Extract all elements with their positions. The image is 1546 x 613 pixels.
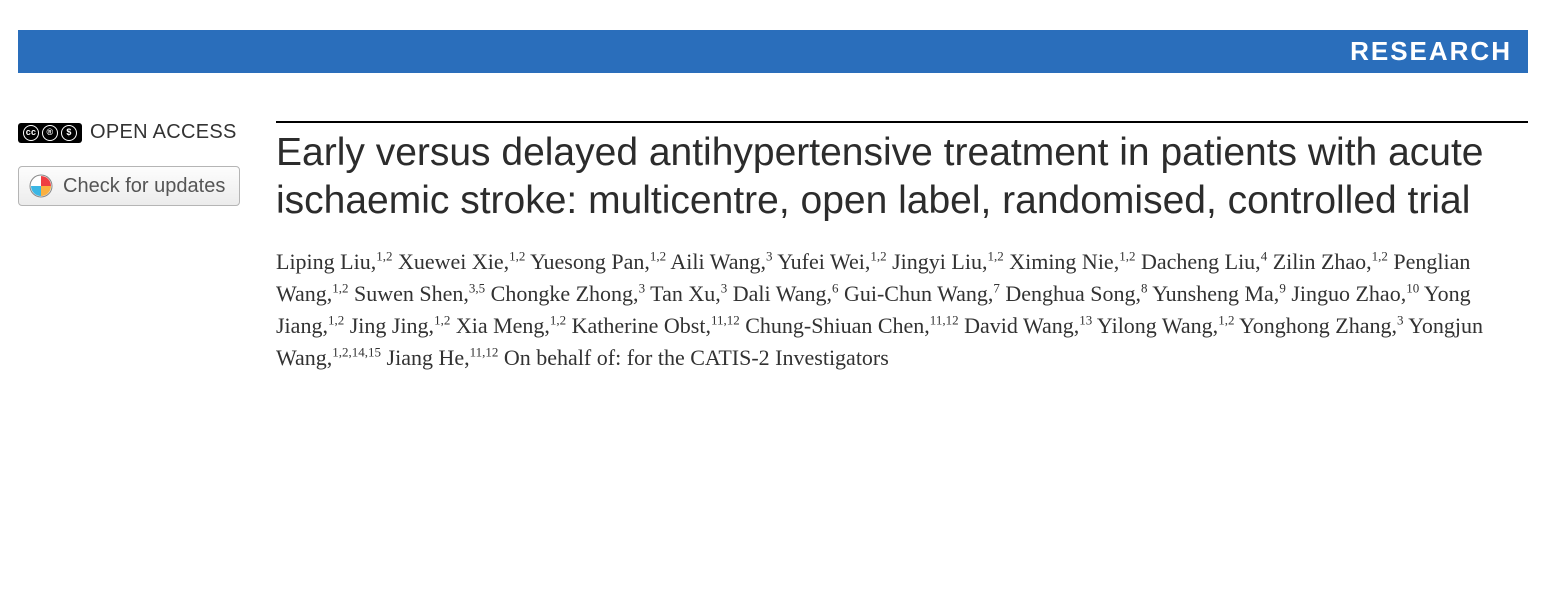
author-affiliation: 6 <box>832 281 839 296</box>
open-access-label: OPEN ACCESS <box>90 121 237 144</box>
author-name: Yilong Wang, <box>1097 313 1218 338</box>
author-name: Denghua Song, <box>1005 281 1141 306</box>
author-affiliation: 11,12 <box>930 313 959 328</box>
author-affiliation: 1,2 <box>328 313 344 328</box>
content-row: cc®$ OPEN ACCESS Check for updates Early… <box>18 121 1528 374</box>
author-name: Yonghong Zhang, <box>1239 313 1397 338</box>
author-affiliation: 3 <box>639 281 646 296</box>
author-affiliation: 7 <box>993 281 1000 296</box>
author-affiliation: 13 <box>1079 313 1092 328</box>
author-name: Jiang He, <box>387 345 470 370</box>
author-name: David Wang, <box>964 313 1079 338</box>
author-name: Chongke Zhong, <box>491 281 639 306</box>
author-affiliation: 1,2 <box>650 249 666 264</box>
author-affiliation: 3,5 <box>469 281 485 296</box>
author-name: Yuesong Pan, <box>530 249 650 274</box>
author-name: Yufei Wei, <box>777 249 870 274</box>
author-name: Suwen Shen, <box>354 281 469 306</box>
on-behalf-text: On behalf of: for the CATIS-2 Investigat… <box>504 345 889 370</box>
author-affiliation: 11,12 <box>470 345 499 360</box>
author-name: Xia Meng, <box>456 313 550 338</box>
author-affiliation: 1,2 <box>509 249 525 264</box>
author-name: Gui-Chun Wang, <box>844 281 993 306</box>
author-name: Chung-Shiuan Chen, <box>745 313 930 338</box>
author-affiliation: 9 <box>1279 281 1286 296</box>
author-name: Katherine Obst, <box>572 313 711 338</box>
article-header: Early versus delayed antihypertensive tr… <box>276 121 1528 374</box>
author-name: Aili Wang, <box>670 249 766 274</box>
author-affiliation: 1,2 <box>1218 313 1234 328</box>
author-name: Dali Wang, <box>733 281 832 306</box>
author-affiliation: 1,2 <box>1119 249 1135 264</box>
author-list: Liping Liu,1,2 Xuewei Xie,1,2 Yuesong Pa… <box>276 246 1528 374</box>
open-access-badge: cc®$ OPEN ACCESS <box>18 121 252 144</box>
author-name: Jingyi Liu, <box>892 249 987 274</box>
author-affiliation: 8 <box>1141 281 1148 296</box>
section-label: RESEARCH <box>1350 36 1512 66</box>
author-affiliation: 1,2 <box>332 281 348 296</box>
author-affiliation: 3 <box>766 249 773 264</box>
crossmark-icon <box>29 174 53 198</box>
author-affiliation: 3 <box>1397 313 1404 328</box>
author-name: Jinguo Zhao, <box>1291 281 1406 306</box>
author-affiliation: 1,2 <box>1372 249 1388 264</box>
author-name: Zilin Zhao, <box>1273 249 1372 274</box>
author-affiliation: 4 <box>1261 249 1268 264</box>
author-name: Xuewei Xie, <box>398 249 509 274</box>
check-updates-label: Check for updates <box>63 175 225 198</box>
author-name: Dacheng Liu, <box>1141 249 1261 274</box>
author-affiliation: 1,2 <box>870 249 886 264</box>
author-affiliation: 1,2,14,15 <box>332 345 381 360</box>
section-banner: RESEARCH <box>18 30 1528 73</box>
check-updates-button[interactable]: Check for updates <box>18 166 240 206</box>
author-name: Tan Xu, <box>650 281 721 306</box>
left-sidebar: cc®$ OPEN ACCESS Check for updates <box>18 121 276 374</box>
author-name: Yunsheng Ma, <box>1152 281 1279 306</box>
author-name: Liping Liu, <box>276 249 376 274</box>
author-affiliation: 10 <box>1406 281 1419 296</box>
article-title: Early versus delayed antihypertensive tr… <box>276 129 1528 224</box>
author-affiliation: 1,2 <box>434 313 450 328</box>
author-affiliation: 1,2 <box>376 249 392 264</box>
author-affiliation: 11,12 <box>711 313 740 328</box>
author-name: Jing Jing, <box>350 313 434 338</box>
author-affiliation: 1,2 <box>987 249 1003 264</box>
author-affiliation: 1,2 <box>550 313 566 328</box>
author-affiliation: 3 <box>721 281 728 296</box>
author-name: Ximing Nie, <box>1009 249 1119 274</box>
cc-by-nc-icon: cc®$ <box>18 123 82 143</box>
